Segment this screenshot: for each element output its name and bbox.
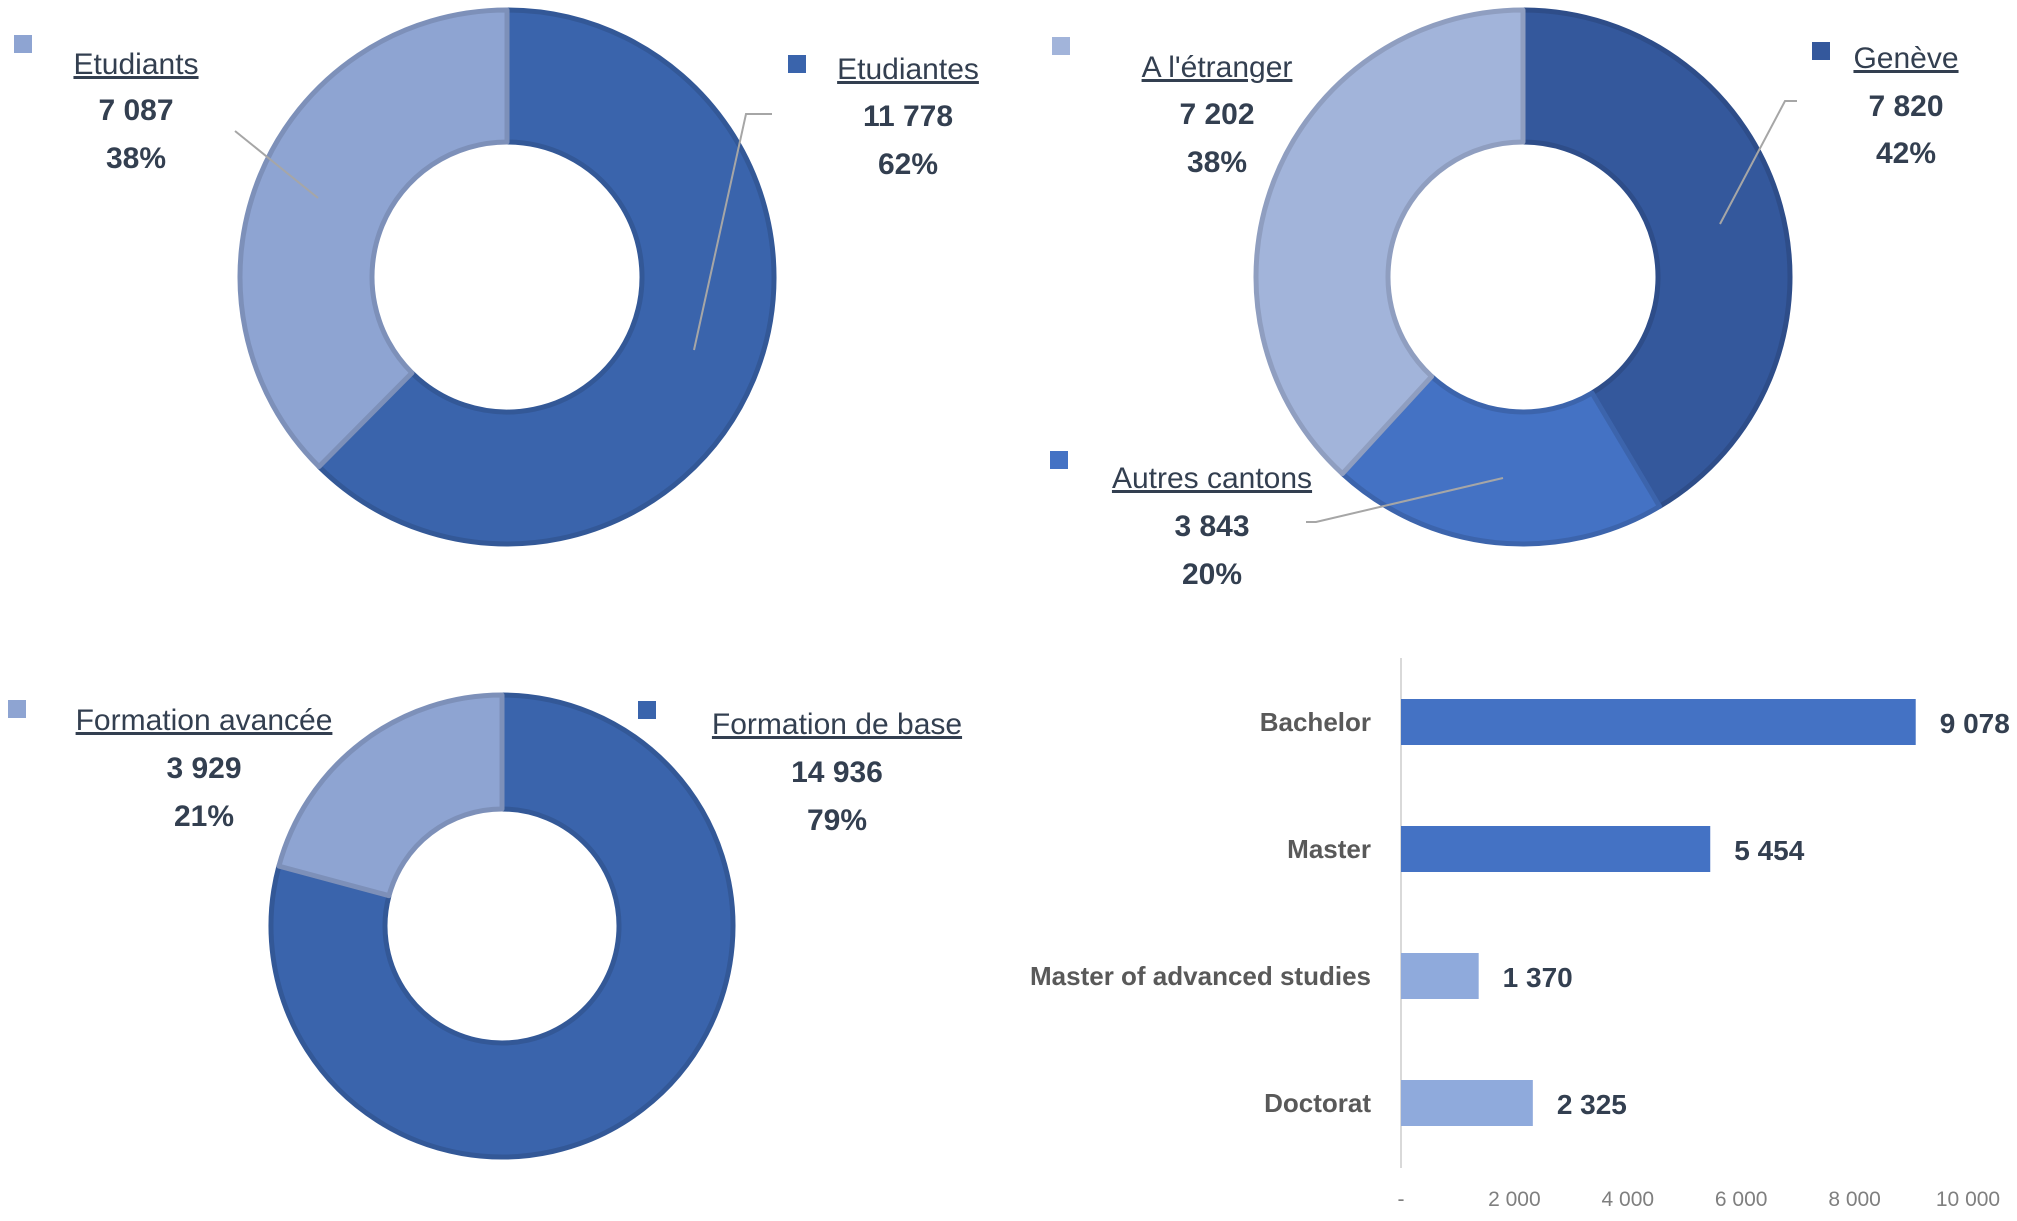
category-label-master: Master	[1287, 834, 1371, 864]
category-label-master-of-advanced-studies: Master of advanced studies	[1030, 961, 1371, 991]
donut-chart-origin	[1253, 7, 1793, 547]
leader-line-geneve	[1719, 100, 1797, 225]
legend-marker-formation-de-base	[638, 701, 656, 719]
slice-value-autres-cantons: 3 843	[1174, 510, 1249, 543]
x-tick-label: 8 000	[1828, 1188, 1881, 1211]
slice-label-formation-de-base: Formation de base	[712, 708, 962, 741]
slice-label-etudiants: Etudiants	[73, 48, 198, 81]
x-tick-label: 10 000	[1936, 1188, 2000, 1211]
legend-marker-formation-avancee	[8, 700, 26, 718]
legend-entry-etudiants: Etudiants 7 087 38%	[14, 35, 199, 175]
x-tick-label: 6 000	[1715, 1188, 1768, 1211]
slice-value-formation-de-base: 14 936	[791, 756, 883, 789]
donut-slice-etudiants	[237, 7, 510, 470]
legend-entry-a-letranger: A l'étranger 7 202 38%	[1052, 37, 1292, 179]
slice-value-geneve: 7 820	[1868, 90, 1943, 123]
donut-chart-training	[268, 692, 736, 1160]
leader-line-etudiantes	[693, 113, 772, 351]
legend-entry-geneve: Genève 7 820 42%	[1812, 42, 1959, 170]
x-tick-label: 4 000	[1602, 1188, 1655, 1211]
bar-chart-degrees: Bachelor 9 078 Master 5 454 Master of advanc…	[1030, 658, 2010, 1211]
value-label-master-of-advanced-studies: 1 370	[1503, 962, 1573, 993]
legend-entry-formation-avancee: Formation avancée 3 929 21%	[8, 700, 332, 833]
legend-marker-etudiantes	[788, 55, 806, 73]
legend-entry-autres-cantons: Autres cantons 3 843 20%	[1050, 451, 1312, 591]
slice-percent-autres-cantons: 20%	[1182, 558, 1242, 591]
slice-label-etudiantes: Etudiantes	[837, 53, 979, 86]
slice-value-formation-avancee: 3 929	[166, 752, 241, 785]
slice-percent-formation-avancee: 21%	[174, 800, 234, 833]
slice-percent-a-letranger: 38%	[1187, 146, 1247, 179]
donut-slice-formation-avancee	[276, 692, 505, 899]
donut-slice-formation-de-base	[268, 692, 736, 1160]
donut-chart-gender	[237, 7, 777, 547]
slice-percent-formation-de-base: 79%	[807, 804, 867, 837]
category-label-bachelor: Bachelor	[1260, 707, 1371, 737]
legend-marker-etudiants	[14, 35, 32, 53]
slice-value-etudiantes: 11 778	[863, 100, 953, 133]
value-label-master: 5 454	[1734, 835, 1804, 866]
slice-label-a-letranger: A l'étranger	[1142, 51, 1293, 84]
legend-marker-a-letranger	[1052, 37, 1070, 55]
bar-bachelor	[1401, 699, 1916, 745]
bar-doctorat	[1401, 1080, 1533, 1126]
legend-marker-autres-cantons	[1050, 451, 1068, 469]
leader-line-etudiants	[234, 130, 319, 199]
slice-percent-geneve: 42%	[1876, 137, 1936, 170]
value-label-bachelor: 9 078	[1940, 708, 2010, 739]
slice-value-a-letranger: 7 202	[1179, 98, 1254, 131]
value-label-doctorat: 2 325	[1557, 1089, 1627, 1120]
x-tick-label: 2 000	[1488, 1188, 1541, 1211]
legend-marker-geneve	[1812, 42, 1830, 60]
slice-percent-etudiants: 38%	[106, 142, 166, 175]
donut-slice-geneve	[1520, 7, 1793, 509]
x-tick-label: -	[1398, 1188, 1405, 1211]
legend-entry-etudiantes: Etudiantes 11 778 62%	[788, 53, 979, 181]
donut-slice-a-l-etranger	[1253, 7, 1526, 477]
leader-line-autres-cantons	[1306, 477, 1504, 523]
slice-percent-etudiantes: 62%	[878, 148, 938, 181]
legend-entry-formation-de-base: Formation de base 14 936 79%	[638, 701, 962, 837]
slice-label-formation-avancee: Formation avancée	[76, 704, 333, 737]
slice-label-autres-cantons: Autres cantons	[1112, 462, 1312, 495]
bar-master	[1401, 826, 1711, 872]
donut-slice-etudiantes	[316, 7, 777, 547]
category-label-doctorat: Doctorat	[1264, 1088, 1371, 1118]
slice-label-geneve: Genève	[1853, 42, 1958, 75]
slice-value-etudiants: 7 087	[98, 94, 173, 127]
donut-slice-autres-cantons	[1339, 373, 1663, 547]
bar-master-of-advanced-studies	[1401, 953, 1479, 999]
